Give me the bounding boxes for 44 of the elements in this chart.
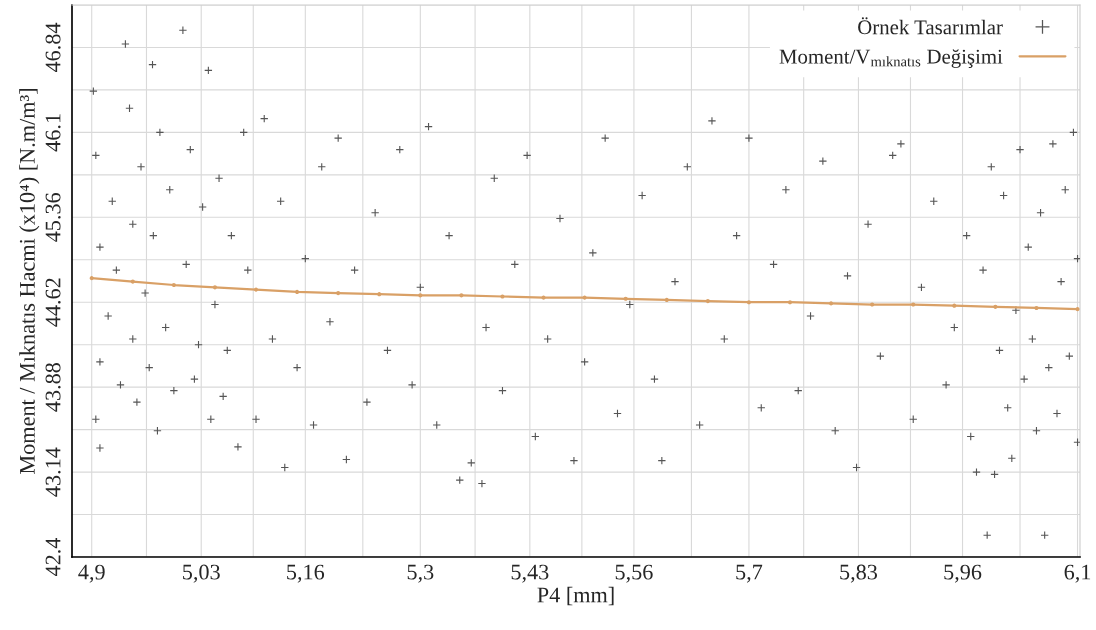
point: [705, 299, 710, 304]
x-tick-label: 5,7: [736, 564, 763, 583]
y-tick-label: 46.84: [45, 22, 61, 73]
point: [1034, 305, 1039, 311]
y-tick-label: 42.4: [45, 537, 61, 577]
point: [418, 293, 423, 298]
point: [870, 302, 875, 307]
x-tick-label: 5,03: [183, 564, 220, 583]
x-tick-label: 5,56: [615, 564, 653, 583]
x-tick-label: 5,43: [511, 564, 549, 583]
y-tick-label: 44.62: [45, 278, 61, 327]
y-tick-label: 43.88: [45, 363, 61, 412]
point: [459, 293, 464, 298]
point: [746, 300, 752, 305]
legend-label: Örnek Tasarımlar: [858, 17, 1003, 35]
point: [787, 300, 793, 305]
point: [623, 296, 628, 301]
x-tick-label: 5,3: [407, 564, 434, 583]
y-axis-title: Moment / Mıknatıs Hacmi (x10⁴) [N.m/m³]: [19, 89, 40, 474]
point: [171, 282, 176, 288]
point: [911, 302, 916, 307]
y-tick-label: 45.36: [45, 192, 61, 242]
point: [993, 304, 998, 309]
x-axis-title: P4 [mm]: [537, 586, 614, 606]
x-tick-label: 5,16: [287, 564, 325, 583]
point: [89, 276, 94, 281]
x-tick-label: 5,83: [840, 564, 878, 583]
point: [829, 301, 834, 306]
x-tick-label: 4,9: [78, 564, 105, 583]
point: [1075, 307, 1080, 312]
x-tick-label: 5,96: [944, 564, 982, 583]
point: [664, 297, 669, 303]
point: [130, 279, 135, 284]
legend-label: Moment/V$_{mıknatıs}$ Değişimi: [779, 49, 1003, 68]
y-tick-label: 46.1: [45, 114, 61, 152]
point: [212, 285, 218, 290]
point: [336, 290, 341, 296]
y-tick-label: 43.14: [45, 447, 61, 497]
point: [952, 303, 957, 308]
point: [500, 294, 505, 299]
point: [295, 289, 300, 294]
point: [253, 287, 259, 292]
x-tick-label: 6,1: [1064, 564, 1091, 583]
point: [377, 292, 382, 297]
